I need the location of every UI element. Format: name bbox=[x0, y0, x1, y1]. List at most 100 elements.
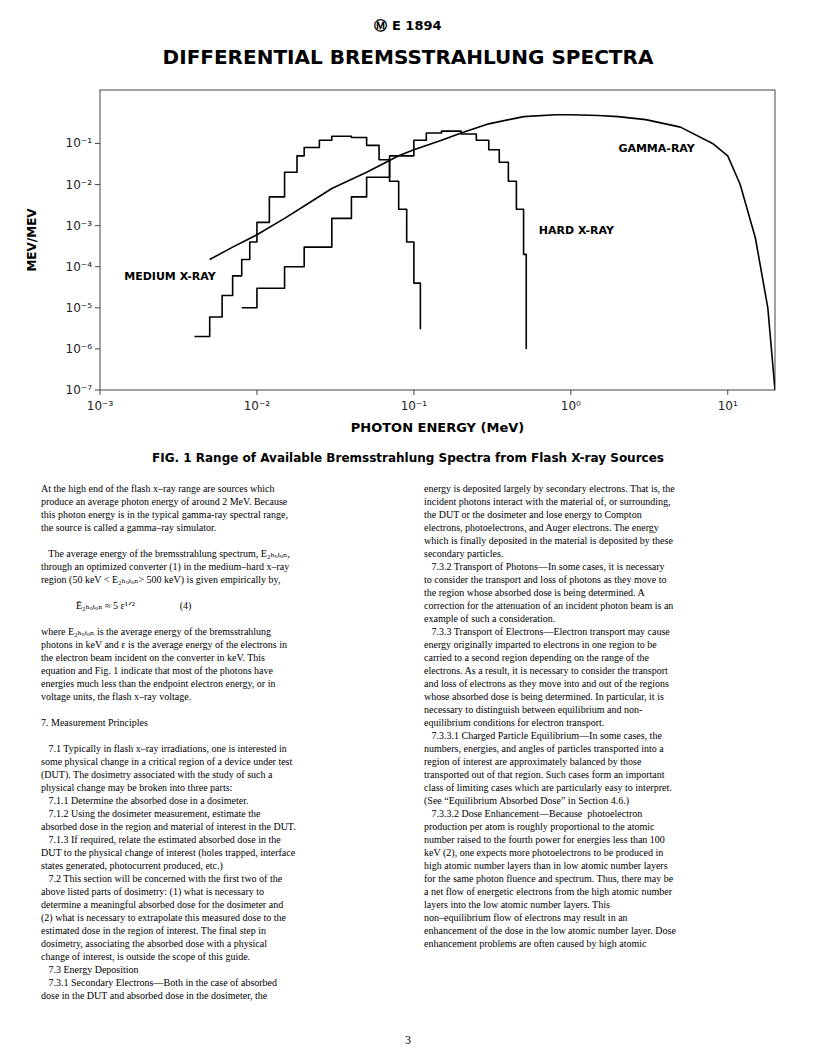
y-tick-label: 10⁻⁶ bbox=[66, 342, 93, 356]
body-text-line: necessary to distinguish between equilib… bbox=[424, 704, 642, 715]
body-text-line: 7.3.3.1 Charged Particle Equilibrium—In … bbox=[424, 730, 662, 741]
body-text-line: transported out of that region. Such cas… bbox=[424, 769, 665, 780]
page-header: Ⓜ E 1894 bbox=[374, 18, 441, 33]
step-line bbox=[242, 131, 527, 349]
body-text-line: (See “Equilibrium Absorbed Dose” in Sect… bbox=[424, 795, 629, 807]
y-tick-label: 10⁻² bbox=[66, 178, 93, 192]
y-tick bbox=[95, 390, 100, 391]
x-axis-label: PHOTON ENERGY (MeV) bbox=[351, 420, 524, 435]
body-text-line: enhancement of the dose in the low atomi… bbox=[424, 925, 676, 936]
figure-caption: FIG. 1 Range of Available Bremsstrahlung… bbox=[152, 451, 664, 465]
body-text-line: Ē₂ₕₒₜₒₙ ≈ 5 ε¹ᐟ² (4) bbox=[41, 600, 191, 612]
body-text-line: physical change may be broken into three… bbox=[41, 782, 232, 793]
body-text-line: the DUT or the dosimeter and lose energy… bbox=[424, 509, 642, 520]
body-text-line: to consider the transport and loss of ph… bbox=[424, 574, 666, 585]
body-text-line: The average energy of the bremsstrahlung… bbox=[41, 548, 290, 559]
body-text-line: (2) what is necessary to extrapolate thi… bbox=[41, 912, 286, 924]
body-text-line: estimated dose in the region of interest… bbox=[41, 925, 266, 936]
body-text-line: determine a meaningful absorbed dose for… bbox=[41, 899, 283, 910]
x-tick-label: 10¹ bbox=[718, 399, 738, 413]
series-annotation: HARD X-RAY bbox=[539, 224, 615, 237]
body-text-line: 7.3.2 Transport of Photons—In some cases… bbox=[424, 561, 665, 572]
body-text-line: produce an average photon energy of arou… bbox=[41, 496, 288, 507]
body-text-line: this photon energy is in the typical gam… bbox=[41, 509, 288, 520]
body-text-line: non–equilibrium flow of electrons may re… bbox=[424, 912, 628, 923]
body-text-line: the electron beam incident on the conver… bbox=[41, 652, 265, 663]
y-tick bbox=[95, 184, 100, 185]
body-text-line: and loss of electrons as they move into … bbox=[424, 678, 669, 689]
body-text-line: electrons, photoelectrons, and Auger ele… bbox=[424, 522, 659, 533]
body-text-line: the region whose absorbed dose is being … bbox=[424, 587, 646, 598]
body-text-line: 7.3.3.2 Dose Enhancement—Because photoel… bbox=[424, 808, 642, 819]
body-text-line: region of interest are approximately bal… bbox=[424, 756, 642, 767]
body-text-line: 7. Measurement Principles bbox=[41, 717, 148, 728]
x-tick-label: 10⁰ bbox=[561, 399, 581, 413]
body-text-line: equation and Fig. 1 indicate that most o… bbox=[41, 665, 273, 676]
body-text-line: photons in keV and ε is the average ener… bbox=[41, 639, 287, 650]
x-tick bbox=[727, 390, 728, 395]
body-text-line: equilibrium conditions for electron tran… bbox=[424, 717, 604, 728]
step-line bbox=[194, 136, 420, 336]
plot-frame bbox=[100, 90, 775, 390]
body-text-line: change of interest, is outside the scope… bbox=[41, 951, 250, 962]
body-text-line: incident photons interact with the mater… bbox=[424, 496, 671, 507]
body-text-line: carried to a second region depending on … bbox=[424, 652, 649, 663]
body-text-line: some physical change in a critical regio… bbox=[41, 756, 293, 767]
series-annotation: MEDIUM X-RAY bbox=[124, 270, 216, 283]
body-text-line: the source is called a gamma–ray simulat… bbox=[41, 522, 216, 533]
body-text-line: 7.1.3 If required, relate the estimated … bbox=[41, 834, 281, 845]
y-tick bbox=[95, 266, 100, 267]
body-text-line: which is finally deposited in the materi… bbox=[424, 535, 673, 546]
body-text-line: 7.1.1 Determine the absorbed dose in a d… bbox=[41, 795, 248, 806]
body-text-line: 7.1.2 Using the dosimeter measurement, e… bbox=[41, 808, 261, 819]
y-tick bbox=[95, 307, 100, 308]
y-tick bbox=[95, 348, 100, 349]
body-text-line: energy originally imparted to electrons … bbox=[424, 639, 657, 650]
body-text-line: keV (2), one expects more photoelectrons… bbox=[424, 847, 663, 859]
spectrum-line bbox=[210, 115, 775, 390]
body-text-line: states generated, photocurrent produced,… bbox=[41, 860, 223, 872]
x-tick-label: 10⁻¹ bbox=[401, 399, 428, 413]
body-text-line: At the high end of the flash x–ray range… bbox=[41, 483, 275, 494]
y-tick-label: 10⁻⁴ bbox=[66, 260, 93, 274]
body-text-line: dose in the DUT and absorbed dose in the… bbox=[41, 990, 268, 1001]
body-text-line: numbers, energies, and angles of particl… bbox=[424, 743, 664, 754]
y-tick bbox=[95, 225, 100, 226]
body-text-line: electrons. As a result, it is necessary … bbox=[424, 665, 668, 676]
body-text-line: where E₂ₕₒₜₒₙ is the average energy of t… bbox=[41, 626, 271, 637]
body-text-line: for the same photon fluence and spectrum… bbox=[424, 873, 674, 884]
series-annotation: GAMMA-RAY bbox=[618, 142, 695, 155]
y-axis-label: MEV/MEV bbox=[25, 208, 39, 272]
body-text-line: 7.3.3 Transport of Electrons—Electron tr… bbox=[424, 626, 670, 637]
body-text-line: example of such a consideration. bbox=[424, 613, 555, 624]
body-text-line: high atomic number layers than in low at… bbox=[424, 860, 668, 871]
x-tick bbox=[256, 390, 257, 395]
body-text-line: region (50 keV < E₂ₕₒₜₒₙ> 500 keV) is gi… bbox=[41, 574, 280, 586]
body-text-line: through an optimized converter (1) in th… bbox=[41, 561, 289, 573]
x-tick-label: 10⁻³ bbox=[87, 399, 114, 413]
x-tick bbox=[570, 390, 571, 395]
body-text-line: layers into the low atomic number layers… bbox=[424, 899, 610, 910]
body-text-line: number raised to the fourth power for en… bbox=[424, 834, 665, 845]
y-tick-label: 10⁻⁷ bbox=[66, 383, 93, 397]
body-text-line: energy is deposited largely by secondary… bbox=[424, 483, 675, 494]
y-tick bbox=[95, 143, 100, 144]
y-tick-label: 10⁻¹ bbox=[66, 136, 93, 150]
chart-title: DIFFERENTIAL BREMSSTRAHLUNG SPECTRA bbox=[163, 45, 654, 69]
body-text-line: secondary particles. bbox=[424, 548, 503, 559]
body-text-line: production per atom is roughly proportio… bbox=[424, 821, 655, 832]
body-text-line: enhancement problems are often caused by… bbox=[424, 938, 647, 949]
body-text-line: 7.3.1 Secondary Electrons—Both in the ca… bbox=[41, 977, 277, 988]
body-text-line: voltage units, the flash x–ray voltage. bbox=[41, 691, 191, 702]
body-text-line: 7.1 Typically in flash x–ray irradiation… bbox=[41, 743, 287, 754]
y-tick-label: 10⁻⁵ bbox=[66, 301, 93, 315]
body-text-line: (DUT). The dosimetry associated with the… bbox=[41, 769, 273, 781]
body-text-line: above listed parts of dosimetry: (1) wha… bbox=[41, 886, 264, 898]
body-text-line: whose absorbed dose is being determined.… bbox=[424, 691, 664, 702]
x-tick-label: 10⁻² bbox=[244, 399, 271, 413]
plot-series bbox=[194, 115, 775, 390]
x-tick bbox=[413, 390, 414, 395]
body-text-line: absorbed dose in the region and material… bbox=[41, 821, 296, 832]
y-tick-label: 10⁻³ bbox=[66, 219, 93, 233]
body-text-line: correction for the attenuation of an inc… bbox=[424, 600, 673, 611]
